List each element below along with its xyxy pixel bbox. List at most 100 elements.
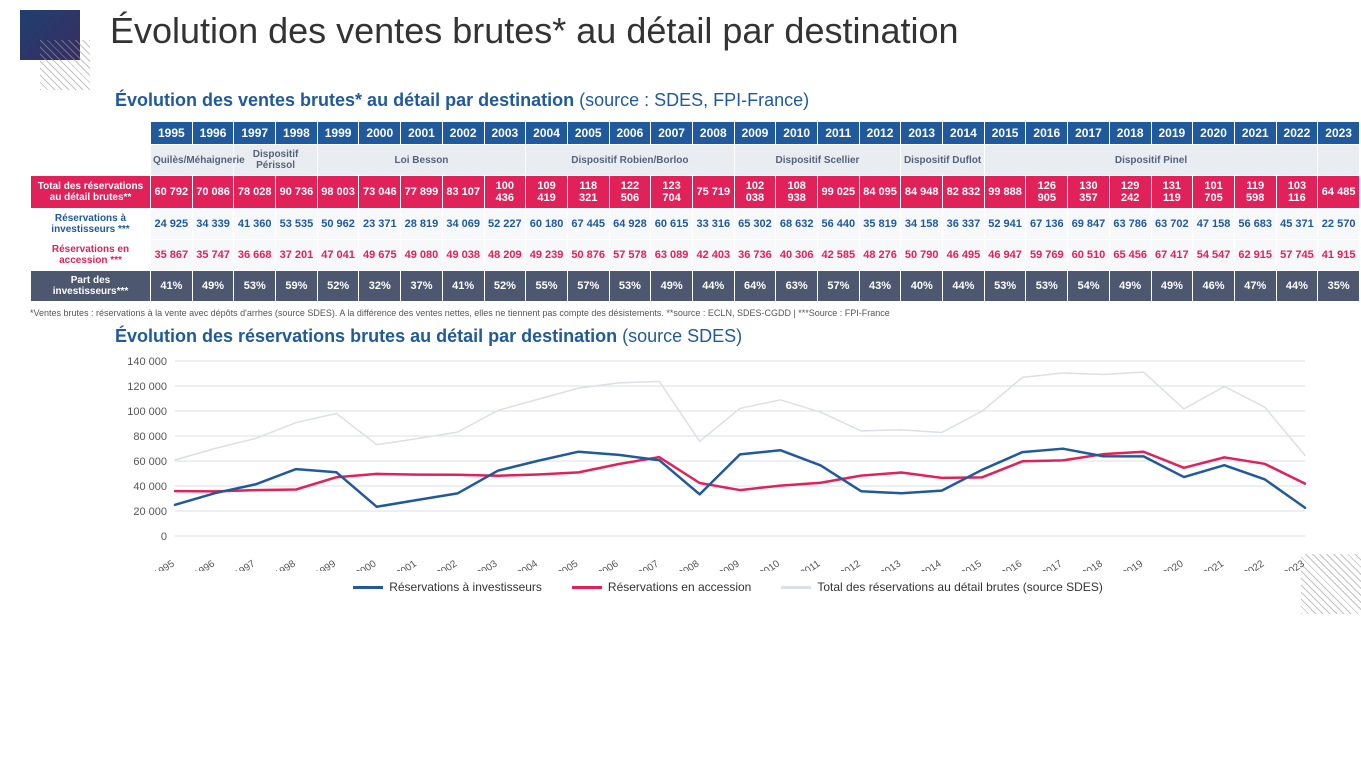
legend-label-total: Total des réservations au détail brutes …	[817, 580, 1102, 594]
svg-text:120 000: 120 000	[127, 381, 167, 393]
cell: 50 962	[317, 209, 359, 240]
group-header: Dispositif Périssol	[234, 145, 317, 176]
cell: 44%	[943, 271, 985, 302]
svg-text:140 000: 140 000	[127, 356, 167, 368]
cell: 48 209	[484, 240, 526, 271]
row-label: Part des investisseurs***	[31, 271, 151, 302]
cell: 57%	[818, 271, 860, 302]
x-tick-label: 1996	[193, 558, 218, 571]
row-label: Réservations à investisseurs ***	[31, 209, 151, 240]
x-tick-label: 1995	[152, 558, 177, 571]
x-tick-label: 2008	[677, 558, 702, 571]
cell: 57%	[567, 271, 609, 302]
cell: 60 180	[526, 209, 568, 240]
cell: 123 704	[651, 176, 693, 209]
cell: 52%	[484, 271, 526, 302]
cell: 46%	[1193, 271, 1235, 302]
year-header: 2019	[1151, 122, 1193, 145]
svg-text:20 000: 20 000	[133, 506, 167, 518]
svg-text:40 000: 40 000	[133, 481, 167, 493]
x-tick-label: 2002	[435, 558, 460, 571]
decor-corner	[1301, 554, 1361, 614]
cell: 103 116	[1276, 176, 1318, 209]
cell: 35%	[1318, 271, 1360, 302]
year-header: 2009	[734, 122, 776, 145]
x-tick-label: 2005	[556, 558, 581, 571]
year-header: 2015	[984, 122, 1026, 145]
cell: 42 403	[692, 240, 734, 271]
cell: 65 302	[734, 209, 776, 240]
cell: 84 095	[859, 176, 901, 209]
cell: 69 847	[1068, 209, 1110, 240]
cell: 37 201	[276, 240, 318, 271]
cell: 130 357	[1068, 176, 1110, 209]
row-total: Total des réservations au détail brutes*…	[31, 176, 1360, 209]
cell: 49 038	[442, 240, 484, 271]
cell: 53%	[234, 271, 276, 302]
cell: 34 339	[192, 209, 234, 240]
cell: 49 675	[359, 240, 401, 271]
x-tick-label: 2004	[515, 558, 540, 571]
svg-text:60 000: 60 000	[133, 456, 167, 468]
legend-item-inv: Réservations à investisseurs	[353, 580, 542, 594]
legend-label-inv: Réservations à investisseurs	[389, 580, 542, 594]
cell: 49%	[651, 271, 693, 302]
cell: 55%	[526, 271, 568, 302]
cell: 83 107	[442, 176, 484, 209]
cell: 102 038	[734, 176, 776, 209]
year-header: 2014	[943, 122, 985, 145]
year-header: 2012	[859, 122, 901, 145]
cell: 49%	[1151, 271, 1193, 302]
legend-item-acc: Réservations en accession	[572, 580, 751, 594]
cell: 22 570	[1318, 209, 1360, 240]
chart-title-source: (source SDES)	[622, 326, 742, 346]
cell: 46 947	[984, 240, 1026, 271]
cell: 108 938	[776, 176, 818, 209]
year-header: 2005	[567, 122, 609, 145]
chart-title-text: Évolution des réservations brutes au dét…	[115, 326, 617, 346]
cell: 35 819	[859, 209, 901, 240]
year-header: 2000	[359, 122, 401, 145]
cell: 67 445	[567, 209, 609, 240]
cell: 67 136	[1026, 209, 1068, 240]
cell: 53%	[609, 271, 651, 302]
x-tick-label: 2007	[636, 558, 661, 571]
x-tick-label: 2013	[879, 558, 904, 571]
cell: 35 867	[151, 240, 193, 271]
line-chart: 020 00040 00060 00080 000100 000120 0001…	[115, 351, 1315, 571]
chart-series	[175, 452, 1305, 492]
year-header: 2002	[442, 122, 484, 145]
cell: 70 086	[192, 176, 234, 209]
cell: 90 736	[276, 176, 318, 209]
year-header: 2018	[1109, 122, 1151, 145]
table-subtitle: Évolution des ventes brutes* au détail p…	[115, 90, 1341, 111]
svg-text:0: 0	[161, 531, 167, 543]
svg-text:80 000: 80 000	[133, 431, 167, 443]
subtitle-text: Évolution des ventes brutes* au détail p…	[115, 90, 574, 110]
group-header: Dispositif Scellier	[734, 145, 901, 176]
cell: 40 306	[776, 240, 818, 271]
cell: 56 683	[1234, 209, 1276, 240]
cell: 49 239	[526, 240, 568, 271]
title-row: Évolution des ventes brutes* au détail p…	[20, 10, 1341, 80]
cell: 37%	[401, 271, 443, 302]
x-tick-label: 2022	[1242, 558, 1267, 571]
x-tick-label: 2018	[1080, 558, 1105, 571]
year-header: 1996	[192, 122, 234, 145]
cell: 44%	[692, 271, 734, 302]
group-header: Dispositif Duflot	[901, 145, 984, 176]
cell: 54%	[1068, 271, 1110, 302]
cell: 100 436	[484, 176, 526, 209]
cell: 65 456	[1109, 240, 1151, 271]
data-table: 1995199619971998199920002001200220032004…	[30, 121, 1360, 302]
cell: 47%	[1234, 271, 1276, 302]
table-wrap: 1995199619971998199920002001200220032004…	[30, 121, 1341, 302]
year-header: 1998	[276, 122, 318, 145]
x-tick-label: 2009	[717, 558, 742, 571]
chart-legend: Réservations à investisseurs Réservation…	[115, 580, 1341, 594]
year-header: 1995	[151, 122, 193, 145]
subtitle-source: (source : SDES, FPI-France)	[579, 90, 809, 110]
cell: 24 925	[151, 209, 193, 240]
year-header: 2021	[1234, 122, 1276, 145]
cell: 84 948	[901, 176, 943, 209]
